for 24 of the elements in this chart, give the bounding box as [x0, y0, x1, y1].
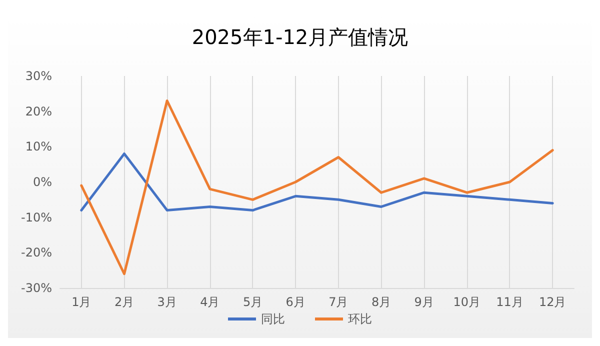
y-tick-label: -10% [20, 210, 52, 224]
legend-label: 环比 [348, 312, 372, 326]
y-tick-label: -20% [20, 246, 52, 260]
x-tick-label: 5月 [242, 295, 263, 309]
x-tick-label: 8月 [371, 295, 392, 309]
x-tick-label: 2月 [114, 295, 134, 309]
x-tick-label: 3月 [157, 295, 177, 309]
y-tick-label: 10% [25, 140, 52, 154]
x-tick-label: 7月 [328, 295, 348, 309]
x-tick-label: 1月 [72, 295, 92, 309]
y-tick-label: 20% [25, 104, 52, 118]
line-series [80, 99, 554, 276]
chart-title: 2025年1-12月产值情况 [192, 25, 408, 49]
x-tick-label: 6月 [286, 295, 306, 309]
x-tick-label: 4月 [200, 295, 220, 309]
x-tick-label: 9月 [414, 295, 434, 309]
x-tick-label: 10月 [453, 295, 481, 309]
y-tick-label: 30% [25, 69, 52, 83]
y-tick-label: 0% [32, 175, 52, 189]
x-tick-label: 12月 [538, 295, 566, 309]
legend-label: 同比 [261, 312, 285, 326]
x-tick-label: 11月 [496, 295, 524, 309]
line-series [80, 152, 554, 212]
y-tick-label: -30% [20, 281, 52, 295]
